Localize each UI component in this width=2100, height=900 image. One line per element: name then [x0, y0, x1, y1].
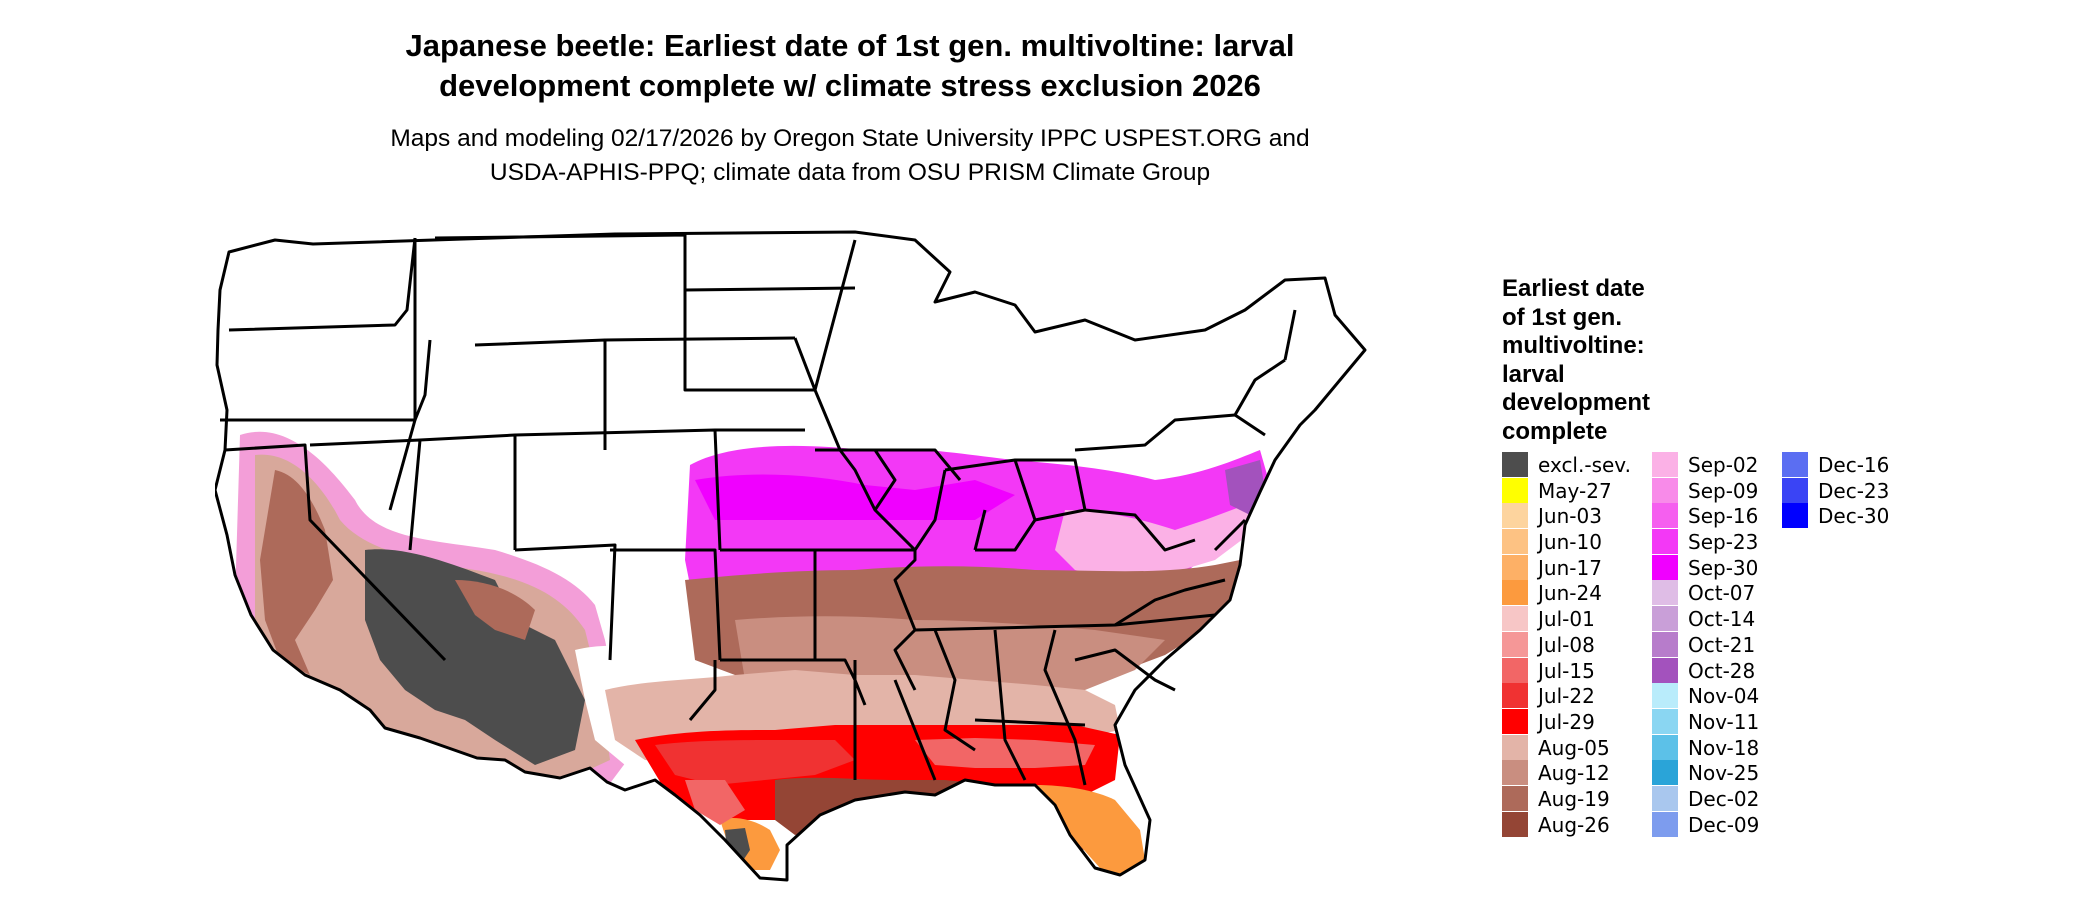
legend-swatch [1652, 708, 1678, 734]
legend-swatch [1652, 580, 1678, 606]
legend-swatch [1502, 785, 1528, 811]
legend-swatch [1502, 529, 1528, 555]
legend-label: Jun-17 [1538, 555, 1602, 580]
map-title-line-2: development complete w/ climate stress e… [439, 68, 1261, 103]
legend-label: Sep-02 [1688, 453, 1759, 477]
legend-swatch [1652, 529, 1678, 555]
legend-title-line: multivoltine: [1502, 332, 1645, 359]
legend-swatch [1652, 503, 1678, 529]
legend-swatch [1502, 683, 1528, 709]
map-subtitle-line-1: Maps and modeling 02/17/2026 by Oregon S… [390, 125, 1310, 152]
legend-swatch [1652, 452, 1678, 477]
legend-label: Oct-07 [1688, 581, 1756, 606]
legend-label: Jun-24 [1538, 581, 1602, 606]
legend-title-line: complete [1502, 417, 1608, 445]
legend-swatch [1652, 554, 1678, 580]
legend-swatch [1502, 606, 1528, 632]
legend-label: Nov-18 [1688, 735, 1760, 760]
legend-label: Dec-02 [1688, 786, 1760, 811]
map-title: Japanese beetle: Earliest date of 1st ge… [290, 26, 1410, 106]
legend-swatch [1652, 734, 1678, 760]
legend-label: Aug-19 [1538, 786, 1610, 811]
legend-swatch [1502, 631, 1528, 657]
legend-swatch [1652, 683, 1678, 709]
legend-label: Jul-29 [1538, 709, 1595, 734]
legend-label: Nov-25 [1688, 761, 1760, 786]
legend-title-line: of 1st gen. [1502, 303, 1623, 331]
legend-swatch [1502, 734, 1528, 760]
state-boundaries [215, 230, 1367, 882]
legend-label: Dec-30 [1818, 504, 1890, 529]
legend-swatch [1652, 606, 1678, 632]
legend-label: Jul-01 [1538, 607, 1595, 632]
map-subtitle-line-2: USDA-APHIS-PPQ; climate data from OSU PR… [489, 159, 1211, 186]
map-title-line-1: Japanese beetle: Earliest date of 1st ge… [405, 28, 1295, 63]
legend-label: Sep-09 [1688, 478, 1759, 503]
legend-label: Nov-11 [1688, 709, 1760, 734]
legend-label: Aug-12 [1538, 761, 1610, 786]
legend-label: Sep-23 [1688, 530, 1759, 555]
legend-swatch [1502, 708, 1528, 734]
legend-label: Dec-23 [1818, 478, 1890, 503]
legend-label: Oct-28 [1688, 658, 1756, 683]
legend-label: Oct-21 [1688, 632, 1756, 657]
legend-label: Jul-08 [1538, 632, 1595, 657]
legend-swatch [1652, 657, 1678, 683]
legend-title-line: larval [1502, 360, 1565, 388]
legend-label: Jul-15 [1538, 658, 1595, 683]
legend-swatch [1502, 477, 1528, 503]
legend-swatch [1652, 631, 1678, 657]
legend-swatch [1782, 503, 1808, 529]
legend-title-line: Earliest date [1502, 275, 1645, 302]
legend-swatch [1652, 811, 1678, 837]
legend-swatch [1782, 477, 1808, 503]
map-subtitle: Maps and modeling 02/17/2026 by Oregon S… [290, 122, 1410, 190]
legend-swatch [1502, 452, 1528, 477]
legend-label: Aug-26 [1538, 812, 1610, 837]
legend-label: excl.-sev. [1538, 453, 1631, 477]
legend-swatch [1502, 811, 1528, 837]
legend-swatch [1782, 452, 1808, 477]
legend-label: Dec-16 [1818, 453, 1890, 477]
legend-title: Earliest date of 1st gen. multivoltine: … [1502, 275, 1650, 446]
legend-swatch [1502, 760, 1528, 786]
legend-label: Oct-14 [1688, 607, 1756, 632]
legend-title-line: development [1502, 389, 1651, 416]
legend-label: Sep-16 [1688, 504, 1759, 529]
legend-label: Nov-04 [1688, 684, 1760, 709]
legend-label: May-27 [1538, 478, 1612, 503]
legend-swatch [1652, 785, 1678, 811]
legend-swatch [1502, 554, 1528, 580]
legend-swatch [1652, 477, 1678, 503]
legend-swatch [1502, 580, 1528, 606]
us-map [215, 230, 1367, 882]
legend-label: Aug-05 [1538, 735, 1610, 760]
legend-label: Jul-22 [1538, 684, 1595, 709]
legend-label: Jun-10 [1538, 530, 1602, 555]
legend-swatch [1502, 657, 1528, 683]
legend-label: Jun-03 [1538, 504, 1602, 529]
legend-label: Dec-09 [1688, 812, 1760, 837]
legend-swatch [1652, 760, 1678, 786]
legend-swatch [1502, 503, 1528, 529]
legend-label: Sep-30 [1688, 555, 1759, 580]
